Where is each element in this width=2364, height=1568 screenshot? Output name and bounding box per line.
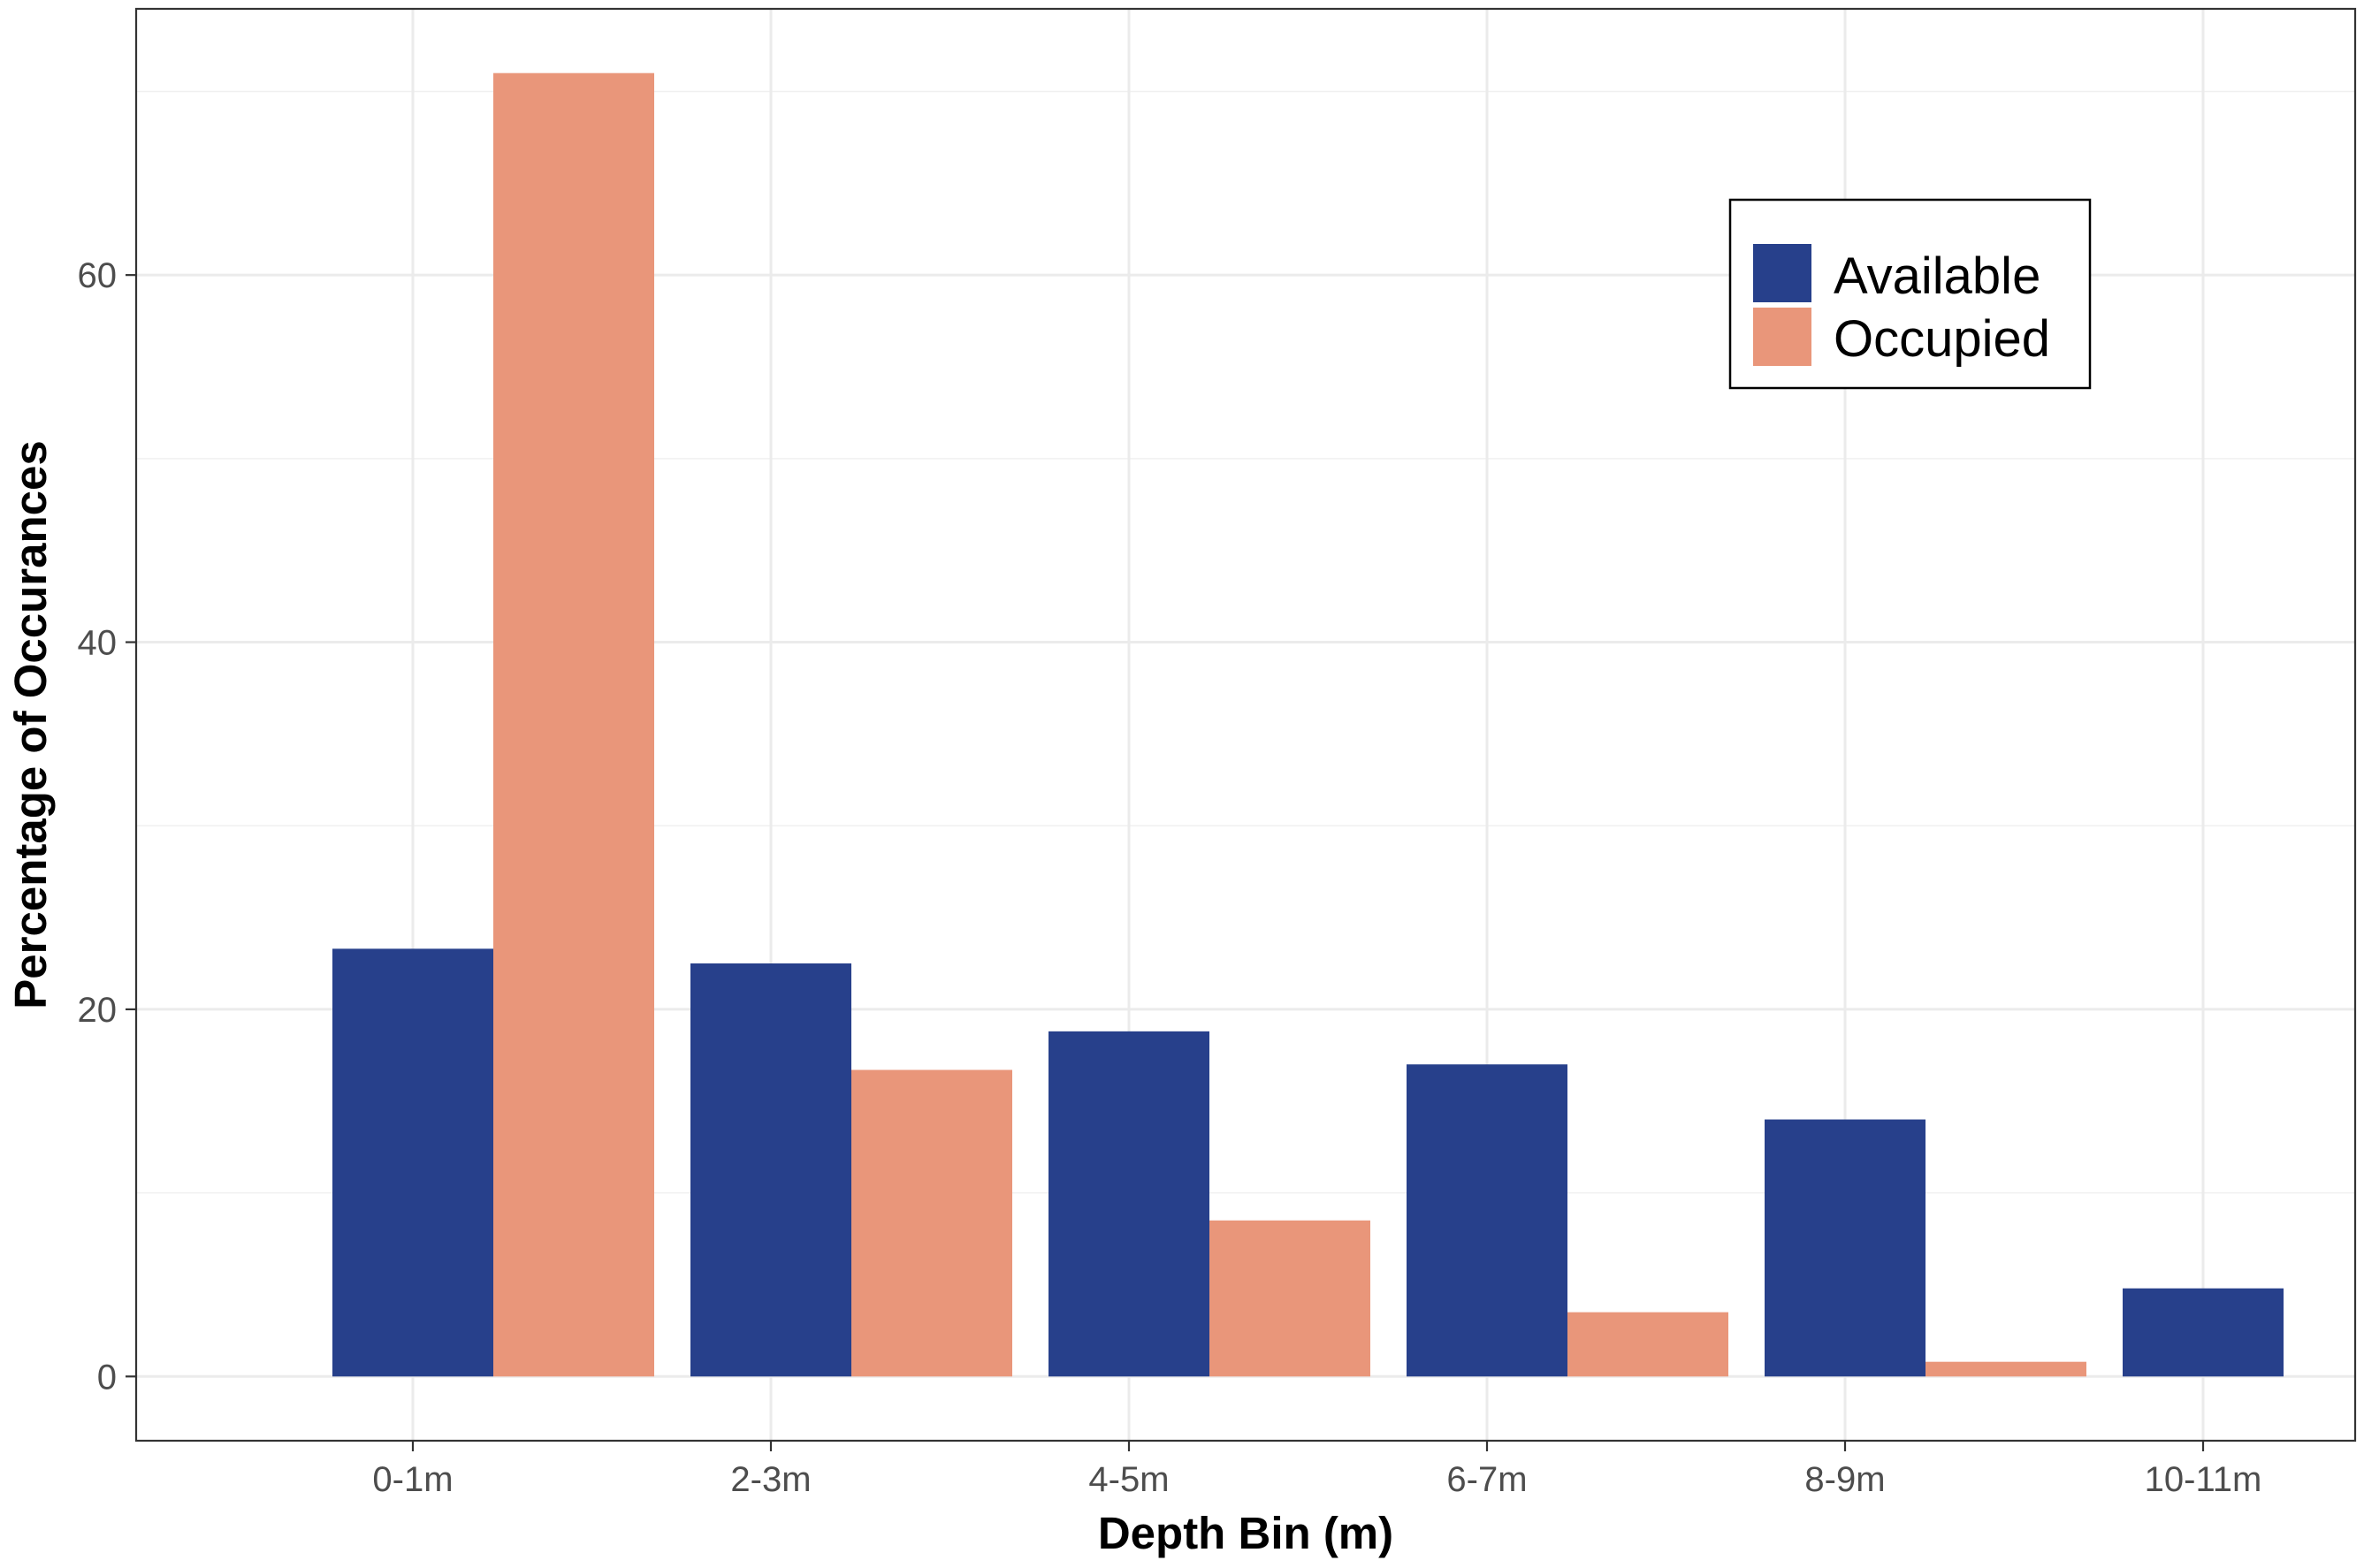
x-tick-label: 4-5m [1088,1460,1169,1499]
bar-available-2-3m [690,963,851,1377]
x-axis-title: Depth Bin (m) [1098,1508,1393,1558]
bar-occupied-6-7m [1567,1312,1728,1377]
legend-label-occupied: Occupied [1834,310,2050,368]
bar-occupied-2-3m [851,1069,1012,1377]
x-tick-label: 6-7m [1446,1460,1527,1499]
bar-available-10-11m [2123,1288,2284,1377]
bar-available-6-7m [1407,1064,1567,1377]
legend: Available Occupied [1728,198,2092,390]
x-tick-label: 8-9m [1804,1460,1885,1499]
legend-key-available [1753,244,1811,302]
x-tick-label: 10-11m [2145,1460,2262,1499]
axes: 0 20 40 60 0-1m 2-3m 4-5m 6-7m 8-9m 10-11m [78,256,2262,1499]
bar-occupied-8-9m [1926,1361,2086,1377]
x-tick-label: 0-1m [372,1460,453,1499]
bar-available-0-1m [332,948,493,1377]
bars [332,72,2284,1377]
y-tick-label: 40 [78,624,118,663]
bar-occupied-0-1m [493,72,654,1377]
bar-available-8-9m [1765,1119,1926,1377]
bar-available-4-5m [1049,1031,1209,1377]
legend-label-available: Available [1834,247,2040,305]
bar-occupied-4-5m [1209,1220,1370,1377]
x-tick-label: 2-3m [730,1460,811,1499]
legend-key-occupied [1753,308,1811,366]
y-axis-title: Percentage of Occurances [5,440,56,1009]
y-tick-label: 60 [78,256,118,295]
y-tick-label: 20 [78,991,118,1030]
y-tick-label: 0 [97,1358,117,1397]
plot-panel-border [134,7,2357,1442]
